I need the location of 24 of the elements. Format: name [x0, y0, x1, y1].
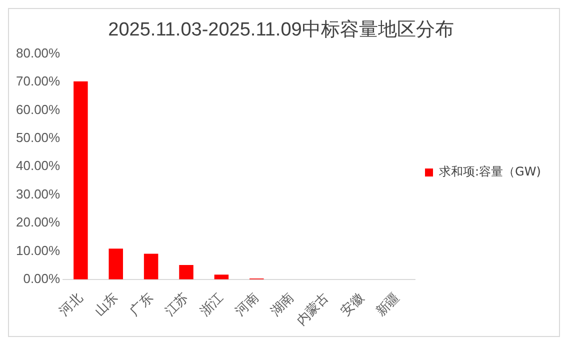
legend-label: 求和项:容量（GW)	[439, 164, 541, 179]
x-tick-label: 山东	[92, 290, 122, 320]
x-tick-label: 安徽	[338, 290, 368, 320]
bar	[179, 265, 194, 280]
x-tick-label: 江苏	[162, 290, 192, 320]
bar	[108, 248, 124, 280]
bar	[74, 81, 88, 280]
x-tick-label: 新疆	[374, 290, 403, 320]
y-tick-label: 70.00%	[16, 74, 61, 89]
y-tick-label: 40.00%	[16, 158, 61, 174]
y-tick-label: 30.00%	[16, 186, 61, 202]
bar	[144, 254, 158, 280]
y-tick-label: 60.00%	[16, 102, 61, 117]
x-tick-label: 广东	[127, 290, 156, 320]
y-tick-label: 80.00%	[16, 45, 61, 60]
y-tick-label: 10.00%	[16, 242, 61, 258]
y-tick-label: 50.00%	[16, 130, 61, 145]
y-tick-label: 20.00%	[16, 214, 61, 230]
chart-title: 2025.11.03-2025.11.09中标容量地区分布	[108, 18, 454, 41]
x-tick-label: 河北	[56, 290, 86, 320]
y-tick-label: 0.00%	[23, 270, 61, 286]
bar	[214, 274, 229, 280]
x-tick-label: 浙江	[198, 290, 227, 320]
x-tick-label: 河南	[232, 290, 262, 320]
